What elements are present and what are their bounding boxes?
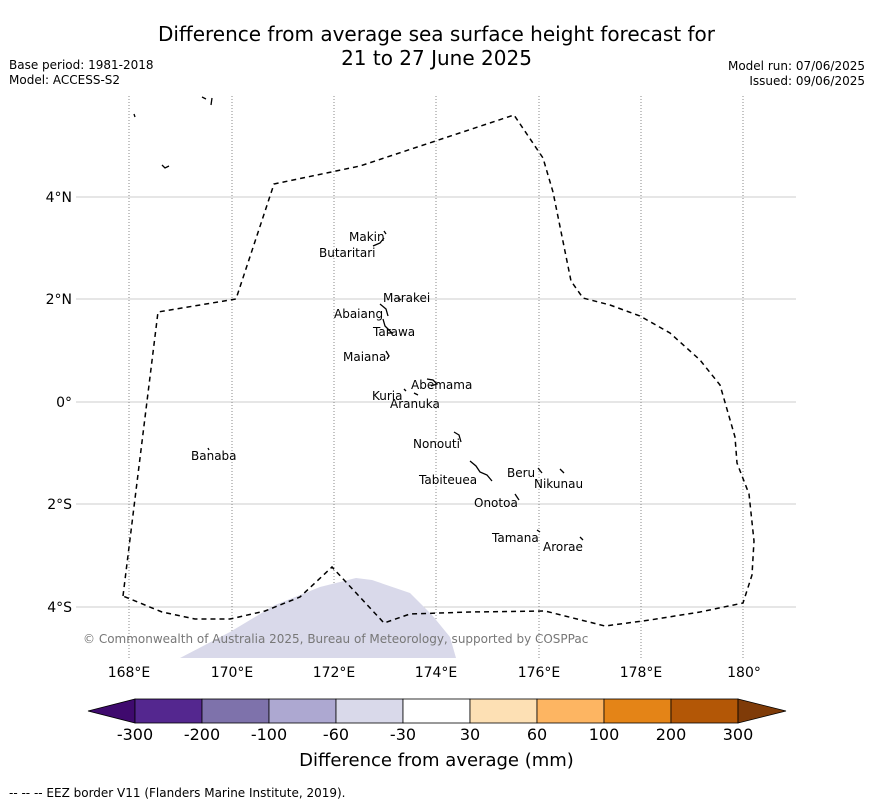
island-label-tabiteuea: Tabiteuea [419, 473, 478, 487]
coast-arorae [579, 536, 584, 541]
y-tick-0: 0° [56, 395, 72, 411]
meridians [128, 96, 744, 658]
colorbar-tick-label: -300 [116, 725, 154, 744]
colorbar-segment [536, 698, 605, 724]
colorbar-tick-label: 60 [526, 725, 548, 744]
y-tick-2s: 2°S [47, 497, 72, 513]
copyright-notice: © Commonwealth of Australia 2025, Bureau… [83, 632, 589, 646]
coast-abemama [426, 378, 439, 387]
coast-tabiteuea [469, 460, 493, 482]
eez-footnote: -- -- -- EEZ border V11 (Flanders Marine… [9, 786, 346, 800]
map-title: Difference from average sea surface heig… [0, 22, 873, 70]
island-label-tarawa: Tarawa [373, 325, 416, 339]
island-label-makin: Makin [349, 230, 385, 244]
colorbar-segment [268, 698, 337, 724]
colorbar-segment [201, 698, 270, 724]
coast-beru [537, 467, 543, 474]
colorbar-tick-label: -200 [183, 725, 221, 744]
title-line-1: Difference from average sea surface heig… [157, 22, 716, 46]
colorbar-tick-label: 100 [588, 725, 620, 744]
colorbar-tick-label: -60 [322, 725, 350, 744]
x-tick-180: 180° [727, 665, 761, 681]
island-label-banaba: Banaba [191, 449, 237, 463]
colorbar-tick-label: -100 [250, 725, 288, 744]
coast-marshall-1 [201, 96, 213, 106]
coast-butaritari [372, 237, 385, 247]
colorbar-segment [335, 698, 404, 724]
colorbar-tick-label: 30 [459, 725, 481, 744]
coast-makin [383, 230, 387, 235]
island-label-beru: Beru [507, 466, 536, 480]
colorbar-title: Difference from average (mm) [299, 750, 574, 771]
colorbar-extend-high [737, 698, 787, 724]
meta-left: Base period: 1981-2018 Model: ACCESS-S2 [9, 58, 154, 88]
colorbar-segment [603, 698, 672, 724]
x-tick-174e: 174°E [414, 665, 458, 681]
title-line-2: 21 to 27 June 2025 [341, 46, 532, 70]
y-tick-4n: 4°N [45, 190, 72, 206]
y-tick-2n: 2°N [45, 292, 72, 308]
island-label-tamana: Tamana [492, 531, 539, 545]
island-label-butaritari: Butaritari [319, 246, 376, 260]
x-tick-176e: 176°E [517, 665, 561, 681]
island-label-marakei: Marakei [383, 291, 431, 305]
colorbar-segment [134, 698, 203, 724]
coast-kuria [403, 388, 407, 392]
x-tick-172e: 172°E [312, 665, 356, 681]
colorbar-tick-label: 200 [655, 725, 687, 744]
issued-date: Issued: 09/06/2025 [749, 74, 865, 88]
colorbar-segment [469, 698, 538, 724]
island-label-nikunau: Nikunau [534, 477, 584, 491]
y-tick-4s: 4°S [47, 600, 72, 616]
island-label-arorae: Arorae [543, 540, 583, 554]
coast-maiana [385, 350, 390, 360]
coast-marshall-2 [133, 113, 136, 118]
island-label-abaiang: Abaiang [334, 307, 384, 321]
model-run: Model run: 07/06/2025 [727, 59, 865, 73]
island-shapes [133, 96, 584, 541]
coast-nikunau [559, 468, 565, 474]
coast-abaiang [379, 303, 389, 317]
coast-marshall-3 [161, 164, 170, 169]
coast-tamana [536, 529, 541, 533]
coast-tarawa [382, 318, 394, 334]
x-tick-168e: 168°E [107, 665, 151, 681]
island-label-aranuka: Aranuka [390, 397, 440, 411]
meta-right: Model run: 07/06/2025 Issued: 09/06/2025 [728, 59, 865, 89]
coast-marakei [397, 297, 402, 301]
island-label-kuria: Kuria [372, 389, 403, 403]
model-name: Model: ACCESS-S2 [9, 73, 121, 87]
coast-onotoa [514, 493, 520, 501]
x-tick-178e: 178°E [619, 665, 663, 681]
coast-banaba [207, 447, 210, 451]
colorbar-segment [402, 698, 471, 724]
island-label-abemama: Abemama [411, 378, 473, 392]
coast-aranuka [413, 392, 419, 396]
colorbar-tick-label: -30 [389, 725, 417, 744]
island-label-maiana: Maiana [343, 350, 387, 364]
coast-nonouti [453, 431, 462, 443]
base-period: Base period: 1981-2018 [9, 58, 154, 72]
colorbar-extend-low [87, 698, 136, 724]
colorbar-segment [670, 698, 739, 724]
eez-border [122, 114, 755, 627]
anomaly-fill-region [180, 578, 456, 658]
x-tick-170e: 170°E [210, 665, 254, 681]
colorbar-tick-label: 300 [722, 725, 754, 744]
island-label-nonouti: Nonouti [413, 437, 460, 451]
island-label-onotoa: Onotoa [474, 496, 518, 510]
